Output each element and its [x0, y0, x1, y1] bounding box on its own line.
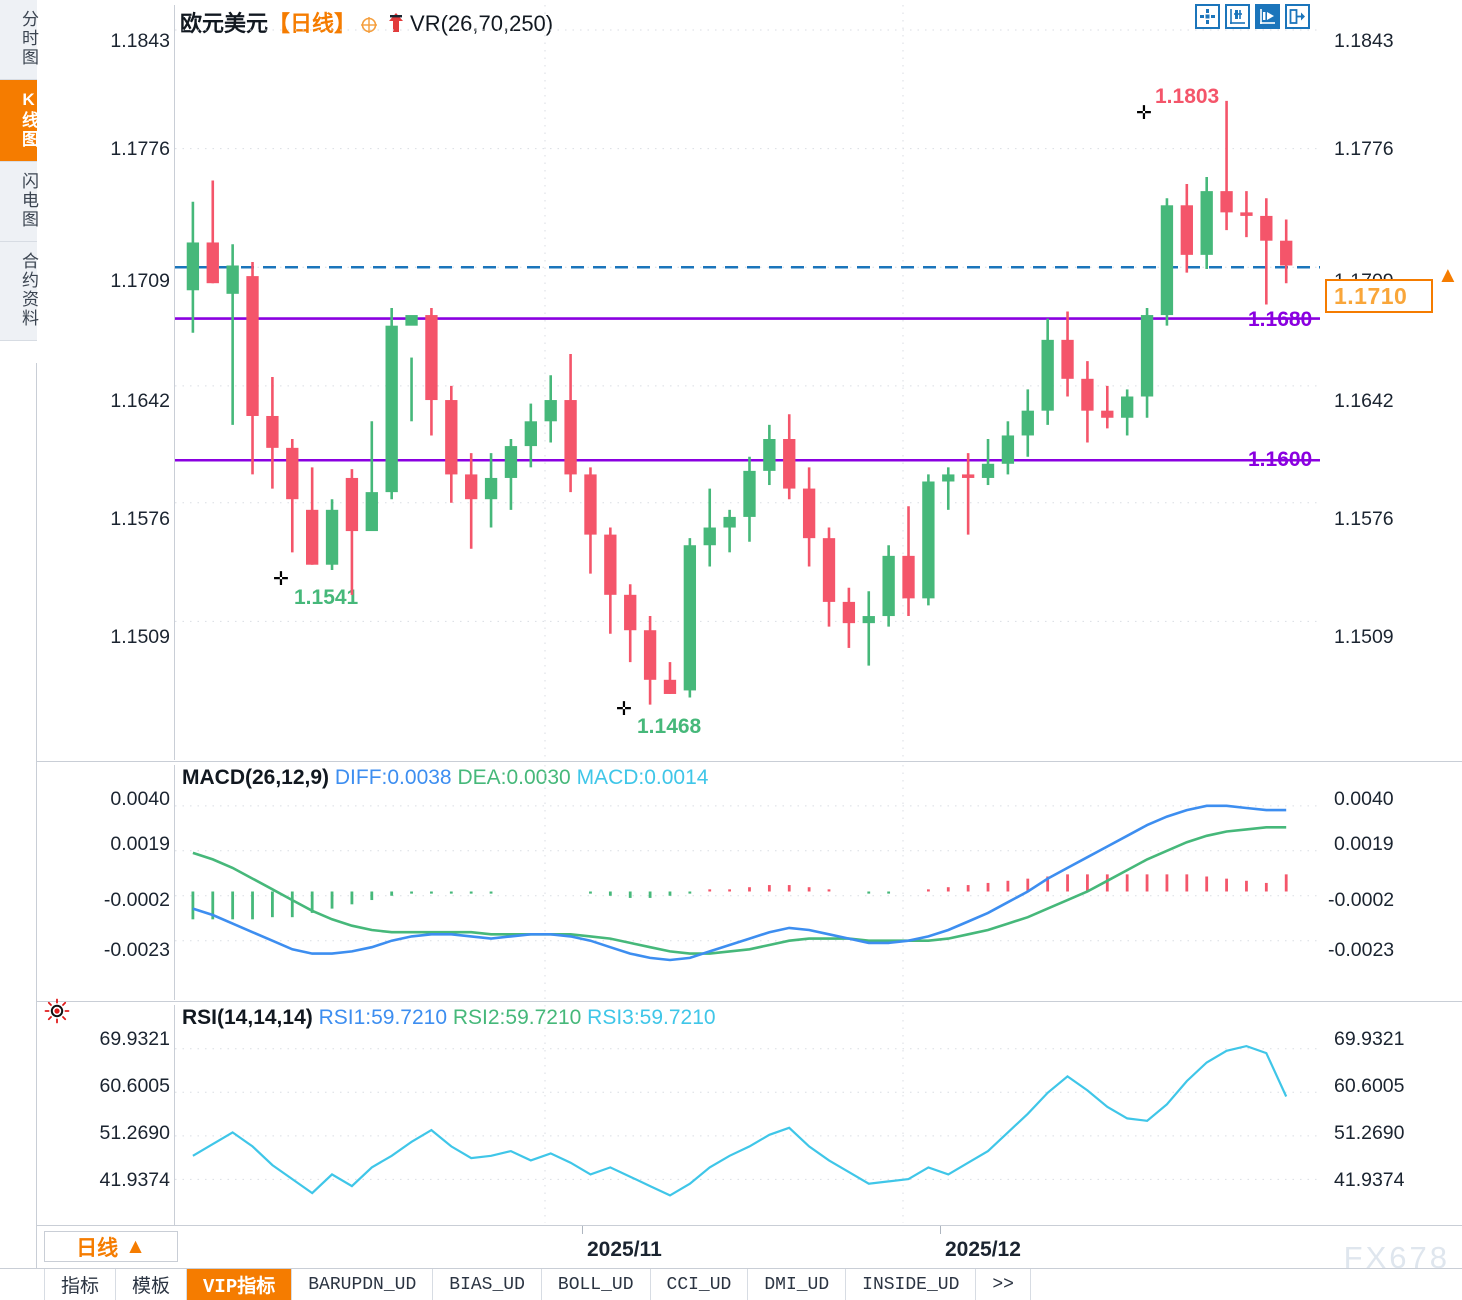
macd-axis-right-label: 0.0019 — [1334, 833, 1394, 855]
tab-bias-ud[interactable]: BIAS_UD — [433, 1269, 542, 1300]
macd-axis-left-label: -0.0002 — [103, 889, 170, 911]
rsi-panel-header: RSI(14,14,14) RSI1:59.7210 RSI2:59.7210 … — [182, 1006, 716, 1030]
rsi-axis-left-label: 60.6005 — [99, 1075, 171, 1097]
price-axis-right-label: 1.1776 — [1334, 138, 1394, 160]
rsi2-label: RSI2:59.7210 — [452, 1006, 582, 1029]
macd-diff-label: DIFF:0.0038 — [334, 766, 452, 789]
period-label: 【日线】 — [268, 11, 357, 36]
macd-axis-left-label: 0.0040 — [110, 788, 170, 810]
x-axis-tick — [582, 1226, 583, 1234]
panel-separator — [37, 1001, 1462, 1002]
x-axis-label: 2025/12 — [945, 1238, 1021, 1261]
macd-axis-left-label: -0.0023 — [103, 939, 170, 961]
rsi-axis-left-label: 51.2690 — [99, 1122, 171, 1144]
macd-chart[interactable] — [175, 765, 1320, 1000]
low-annotation-1: 1.1541 — [294, 586, 359, 609]
current-price-tag[interactable]: 1.1710 — [1325, 279, 1433, 313]
tab-more[interactable]: >> — [976, 1269, 1031, 1300]
rail-item-lightning[interactable]: 闪电图 — [0, 162, 38, 242]
measure-icon[interactable] — [1225, 4, 1250, 29]
price-axis-left-label: 1.1776 — [110, 138, 170, 160]
macd-panel-header: MACD(26,12,9) DIFF:0.0038 DEA:0.0030 MAC… — [182, 766, 708, 790]
tab-templates[interactable]: 模板 — [116, 1269, 188, 1300]
crosshair-move-icon[interactable] — [1195, 4, 1220, 29]
price-axis-right-label: 1.1642 — [1334, 390, 1394, 412]
shift-right-icon[interactable] — [1285, 4, 1310, 29]
price-panel-header: 欧元美元【日线】 VR(26,70,250) — [180, 6, 553, 38]
period-selector-arrow-icon: ▲ — [125, 1234, 146, 1258]
price-axis-left-label: 1.1843 — [110, 30, 170, 52]
symbol-label: 欧元美元 — [180, 11, 269, 36]
rsi1-label: RSI1:59.7210 — [318, 1006, 448, 1029]
low-annotation-2: 1.1468 — [637, 715, 702, 738]
vr-indicator-label[interactable]: VR(26,70,250) — [410, 11, 554, 36]
rail-item-kline[interactable]: K线图 — [0, 80, 38, 162]
tab-indicators[interactable]: 指标 — [44, 1269, 117, 1300]
period-selector-label: 日线 — [76, 1236, 119, 1260]
macd-axis-right-label: -0.0002 — [1328, 889, 1395, 911]
rsi-name-label: RSI(14,14,14) — [182, 1006, 313, 1029]
high-marker-icon: ✛ — [1136, 103, 1152, 124]
price-axis-left-label: 1.1709 — [110, 270, 170, 292]
macd-dea-label: DEA:0.0030 — [457, 766, 571, 789]
macd-name-label: MACD(26,12,9) — [182, 766, 330, 789]
x-axis-tick — [940, 1226, 941, 1234]
crosshair-icon[interactable] — [360, 16, 378, 34]
x-axis-label: 2025/11 — [587, 1238, 662, 1261]
rsi-plot-axis-line — [174, 1005, 175, 1225]
macd-plot-axis-line — [174, 765, 175, 1000]
macd-axis-right-label: -0.0023 — [1328, 939, 1395, 961]
rsi3-label: RSI3:59.7210 — [587, 1006, 716, 1029]
rail-spacer — [0, 341, 37, 363]
price-axis-right-label: 1.1576 — [1334, 508, 1394, 530]
macd-value-label: MACD:0.0014 — [576, 766, 709, 789]
price-axis-right-label: 1.1509 — [1334, 626, 1394, 648]
rsi-axis-right-label: 60.6005 — [1334, 1075, 1405, 1097]
price-direction-up-icon: ▲ — [1437, 262, 1459, 287]
candlestick-chart[interactable] — [175, 5, 1320, 760]
period-selector-button[interactable]: 日线 ▲ — [44, 1231, 178, 1262]
rsi-chart[interactable] — [175, 1005, 1320, 1223]
tab-vip-indicators[interactable]: VIP指标 — [187, 1269, 293, 1300]
zoom-region-icon[interactable] — [1255, 4, 1280, 29]
price-axis-right-label: 1.1843 — [1334, 30, 1394, 52]
high-annotation: 1.1803 — [1155, 85, 1220, 108]
price-plot-axis-line — [174, 5, 175, 760]
rsi-axis-left-label: 69.9321 — [99, 1028, 171, 1050]
tab-cci-ud[interactable]: CCI_UD — [650, 1269, 749, 1300]
tab-inside-ud[interactable]: INSIDE_UD — [846, 1269, 977, 1300]
tab-dmi-ud[interactable]: DMI_UD — [748, 1269, 847, 1300]
low-marker-icon: ✛ — [273, 569, 289, 590]
price-axis-left-label: 1.1576 — [110, 508, 170, 530]
chart-toolbar — [1195, 4, 1310, 29]
macd-axis-left-label: 0.0019 — [110, 833, 170, 855]
low-marker-icon: ✛ — [616, 699, 632, 720]
rail-item-timeshare[interactable]: 分时图 — [0, 0, 38, 80]
tab-boll-ud[interactable]: BOLL_UD — [541, 1269, 651, 1300]
rsi-axis-right-label: 69.9321 — [1334, 1028, 1405, 1050]
rail-item-contract-info[interactable]: 合约资料 — [0, 242, 38, 341]
left-sidebar: 分时图 K线图 闪电图 合约资料 — [0, 0, 38, 1268]
up-arrow-icon[interactable] — [386, 12, 406, 34]
bottom-tab-bar: 指标 模板 VIP指标 BARUPDN_UD BIAS_UD BOLL_UD C… — [0, 1268, 1462, 1300]
tab-barupdn-ud[interactable]: BARUPDN_UD — [292, 1269, 434, 1300]
panel-separator — [37, 761, 1462, 762]
rsi-axis-left-label: 41.9374 — [99, 1169, 171, 1191]
macd-axis-right-label: 0.0040 — [1334, 788, 1394, 810]
x-axis: 2025/11 2025/12 — [37, 1225, 1462, 1268]
price-axis-left-label: 1.1509 — [110, 626, 170, 648]
rsi-axis-right-label: 51.2690 — [1334, 1122, 1405, 1144]
rsi-axis-right-label: 41.9374 — [1334, 1169, 1405, 1191]
price-axis-left-label: 1.1642 — [110, 390, 170, 412]
sun-alert-icon[interactable] — [44, 998, 70, 1024]
